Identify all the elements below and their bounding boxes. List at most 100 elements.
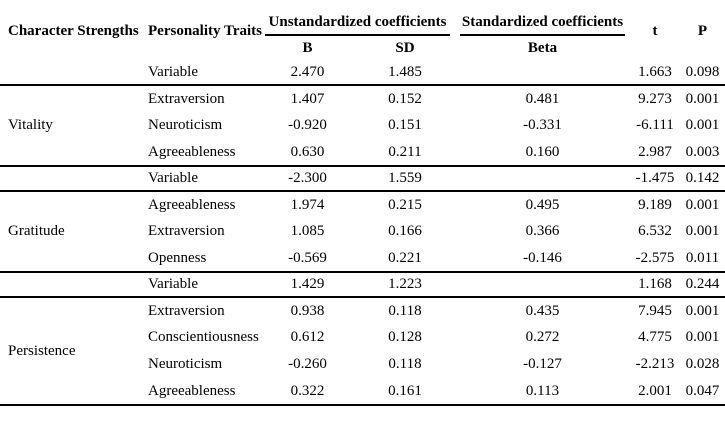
sd-value: 0.211: [388, 143, 422, 160]
intercept-row: Variable 2.470 1.485 1.663 0.098: [0, 60, 725, 86]
b-value: -0.569: [288, 249, 327, 266]
header-unstandardized-group: Unstandardized coefficients: [260, 2, 455, 36]
beta-value: [455, 60, 630, 86]
header-p: P: [697, 22, 708, 39]
regression-table: Character Strengths Personality Traits U…: [0, 2, 725, 406]
beta-value: 0.435: [525, 302, 560, 319]
t-value: 9.189: [638, 196, 672, 213]
intercept-row: Variable 1.429 1.223 1.168 0.244: [0, 271, 725, 298]
beta-value: -0.127: [523, 356, 562, 372]
sd-value: 0.118: [388, 356, 422, 372]
trait-label: Variable: [140, 60, 260, 86]
strength-cell-empty: [0, 165, 140, 192]
sd-value: 1.485: [355, 60, 455, 86]
sd-value: 0.128: [388, 329, 422, 345]
header-standardized-group: Standardized coefficients: [455, 2, 630, 36]
t-value: 9.273: [638, 90, 672, 107]
beta-value: -0.146: [523, 249, 562, 266]
trait-label: Openness: [148, 249, 207, 266]
beta-value: -0.331: [523, 117, 562, 133]
b-value: 0.322: [290, 382, 325, 399]
b-value: -2.300: [260, 165, 355, 192]
strength-cell-empty: [0, 60, 140, 86]
b-value: 0.630: [290, 143, 325, 160]
trait-label: Extraversion: [148, 223, 225, 239]
sd-value: 0.118: [388, 302, 422, 319]
trait-row: Agreeableness 0.322 0.161 0.113 2.001 0.047: [0, 378, 725, 405]
t-value: -1.475: [630, 165, 680, 192]
trait-label: Variable: [140, 165, 260, 192]
t-value: 1.663: [630, 60, 680, 86]
trait-row: Persistence Extraversion 0.938 0.118 0.435 7.…: [0, 297, 725, 359]
trait-label: Extraversion: [148, 302, 225, 319]
sd-value: 0.221: [388, 249, 422, 266]
beta-value: 0.366: [525, 223, 560, 239]
intercept-row: Variable -2.300 1.559 -1.475 0.142: [0, 165, 725, 192]
trait-label: Neuroticism: [148, 117, 223, 133]
sd-value: 0.215: [388, 196, 422, 213]
character-strength-label: Vitality: [8, 117, 53, 133]
sd-value: 1.559: [355, 165, 455, 192]
b-value: -0.920: [288, 117, 327, 133]
header-t: t: [652, 22, 658, 39]
p-value: 0.001: [685, 196, 720, 213]
p-value: 0.047: [685, 382, 720, 399]
header-character-strengths: Character Strengths: [8, 22, 139, 39]
character-strength-label: Gratitude: [8, 223, 65, 239]
p-value: 0.001: [685, 90, 720, 107]
b-value: 1.974: [290, 196, 325, 213]
b-value: 2.470: [260, 60, 355, 86]
t-value: 2.001: [638, 382, 672, 399]
b-value: -0.260: [288, 356, 327, 372]
sd-value: 0.161: [388, 382, 422, 399]
p-value: 0.001: [685, 223, 720, 239]
t-value: 4.775: [638, 329, 672, 345]
t-value: -2.575: [635, 249, 675, 266]
t-value: 1.168: [630, 271, 680, 298]
b-value: 0.938: [290, 302, 325, 319]
table-body: Variable 2.470 1.485 1.663 0.098 Vitality Extr…: [0, 60, 725, 405]
header-row-1: Character Strengths Personality Traits U…: [0, 2, 725, 39]
trait-row: Neuroticism -0.920 0.151 -0.331 -6.111 0.001: [0, 112, 725, 139]
trait-row: Openness -0.569 0.221 -0.146 -2.575 0.011: [0, 245, 725, 272]
header-sd: SD: [395, 39, 415, 56]
strength-cell-empty: [0, 271, 140, 298]
trait-label: Conscientiousness: [148, 329, 259, 345]
t-value: -2.213: [635, 356, 675, 372]
p-value: 0.142: [680, 165, 725, 192]
p-value: 0.001: [685, 117, 720, 133]
beta-value: 0.481: [525, 90, 560, 107]
p-value: 0.001: [685, 302, 720, 319]
beta-value: 0.272: [525, 329, 560, 345]
header-personality-traits: Personality Traits: [148, 22, 263, 39]
trait-label: Extraversion: [148, 90, 225, 107]
sd-value: 1.223: [355, 271, 455, 298]
beta-value: 0.495: [525, 196, 560, 213]
beta-value: 0.113: [525, 382, 560, 399]
header-b: B: [302, 39, 313, 56]
trait-label: Variable: [140, 271, 260, 298]
trait-row: Gratitude Agreeableness 1.974 0.215 0.495 9.1…: [0, 191, 725, 240]
b-value: 1.429: [260, 271, 355, 298]
header-row-2: B SD Beta: [0, 36, 725, 60]
trait-row: Agreeableness 0.630 0.211 0.160 2.987 0.003: [0, 139, 725, 166]
character-strength-label: Persistence: [8, 342, 76, 359]
p-value: 0.244: [680, 271, 725, 298]
trait-label: Neuroticism: [148, 356, 223, 372]
p-value: 0.098: [680, 60, 725, 86]
b-value: 1.407: [290, 90, 325, 107]
trait-label: Agreeableness: [148, 196, 236, 213]
p-value: 0.028: [685, 356, 720, 372]
b-value: 0.612: [290, 329, 325, 345]
trait-row: Conscientiousness 0.612 0.128 0.272 4.775 0.0…: [0, 324, 725, 351]
trait-row: Vitality Extraversion 1.407 0.152 0.481 9.273…: [0, 85, 725, 134]
sd-value: 0.151: [388, 117, 422, 133]
sd-value: 0.152: [388, 90, 422, 107]
trait-label: Agreeableness: [148, 143, 236, 160]
p-value: 0.001: [685, 329, 720, 345]
beta-value: 0.160: [525, 143, 560, 160]
trait-label: Agreeableness: [148, 382, 236, 399]
t-value: 6.532: [638, 223, 672, 239]
trait-row: Extraversion 1.085 0.166 0.366 6.532 0.001: [0, 218, 725, 245]
beta-value: [455, 271, 630, 298]
